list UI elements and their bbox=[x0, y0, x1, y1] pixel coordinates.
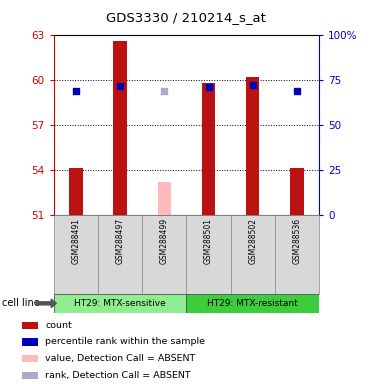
Text: rank, Detection Call = ABSENT: rank, Detection Call = ABSENT bbox=[45, 371, 191, 380]
Point bbox=[73, 88, 79, 94]
Bar bbox=[69, 169, 82, 215]
Bar bbox=[275, 215, 319, 294]
Text: GSM288502: GSM288502 bbox=[248, 218, 257, 264]
Bar bbox=[158, 182, 171, 215]
Bar bbox=[186, 215, 231, 294]
Bar bbox=[231, 215, 275, 294]
Bar bbox=[202, 83, 215, 215]
Bar bbox=[54, 215, 98, 294]
Text: GDS3330 / 210214_s_at: GDS3330 / 210214_s_at bbox=[106, 11, 265, 24]
Text: count: count bbox=[45, 321, 72, 330]
Bar bbox=[290, 169, 303, 215]
Bar bbox=[54, 294, 186, 313]
Point bbox=[161, 88, 167, 94]
Bar bbox=[114, 41, 127, 215]
Bar bbox=[98, 215, 142, 294]
Text: GSM288536: GSM288536 bbox=[292, 218, 302, 264]
Bar bbox=[22, 372, 38, 379]
Text: HT29: MTX-resistant: HT29: MTX-resistant bbox=[207, 299, 298, 308]
Point bbox=[206, 84, 211, 90]
Bar bbox=[142, 215, 186, 294]
Text: GSM288491: GSM288491 bbox=[71, 218, 81, 264]
Text: GSM288497: GSM288497 bbox=[116, 218, 125, 264]
Text: GSM288501: GSM288501 bbox=[204, 218, 213, 264]
Text: HT29: MTX-sensitive: HT29: MTX-sensitive bbox=[74, 299, 166, 308]
Text: cell line: cell line bbox=[2, 298, 40, 308]
Point bbox=[117, 83, 123, 89]
Point bbox=[294, 88, 300, 94]
Bar bbox=[186, 294, 319, 313]
Bar bbox=[22, 321, 38, 329]
Point bbox=[250, 82, 256, 88]
Text: percentile rank within the sample: percentile rank within the sample bbox=[45, 338, 205, 346]
Text: GSM288499: GSM288499 bbox=[160, 218, 169, 264]
Text: value, Detection Call = ABSENT: value, Detection Call = ABSENT bbox=[45, 354, 196, 363]
Bar bbox=[246, 77, 259, 215]
Bar bbox=[22, 355, 38, 362]
Bar bbox=[22, 338, 38, 346]
